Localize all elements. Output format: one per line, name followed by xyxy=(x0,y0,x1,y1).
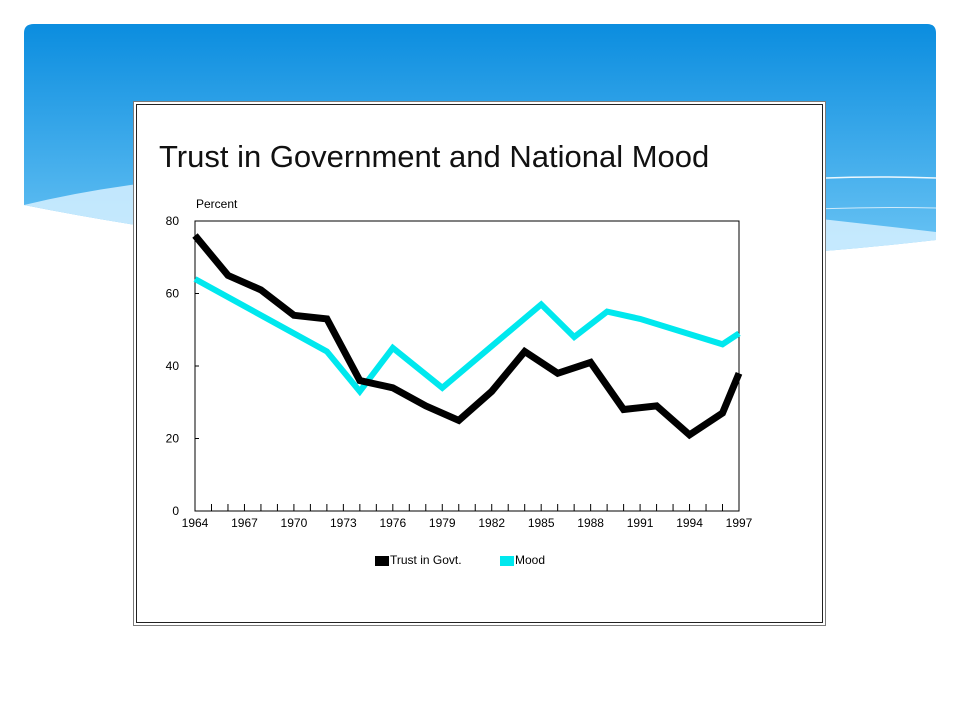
x-tick-label: 1985 xyxy=(528,516,555,530)
y-axis: 0 20 40 60 80 xyxy=(166,214,199,518)
series-line-mood xyxy=(193,276,741,397)
x-tick-label: 1973 xyxy=(330,516,357,530)
legend-swatch xyxy=(500,556,514,566)
x-tick-label: 1988 xyxy=(577,516,604,530)
x-tick-label: 1982 xyxy=(478,516,505,530)
x-tick-label: 1994 xyxy=(676,516,703,530)
y-tick-label: 40 xyxy=(166,359,180,373)
legend-swatch xyxy=(375,556,389,566)
x-tick-label: 1964 xyxy=(182,516,209,530)
series-lines xyxy=(192,233,743,440)
y-tick-label: 60 xyxy=(166,287,180,301)
x-tick-label: 1967 xyxy=(231,516,258,530)
legend-label: Trust in Govt. xyxy=(390,553,462,567)
y-tick-label: 20 xyxy=(166,432,180,446)
legend-label: Mood xyxy=(515,553,545,567)
y-axis-label: Percent xyxy=(196,197,238,211)
x-tick-label: 1979 xyxy=(429,516,456,530)
chart-frame: Trust in Government and National Mood Pe… xyxy=(133,101,826,626)
x-tick-label: 1997 xyxy=(726,516,753,530)
x-tick-label: 1970 xyxy=(281,516,308,530)
chart-svg: Trust in Government and National Mood Pe… xyxy=(159,139,753,567)
y-tick-label: 0 xyxy=(172,504,179,518)
x-tick-label: 1976 xyxy=(379,516,406,530)
series-line-trust xyxy=(192,233,743,440)
chart-title: Trust in Government and National Mood xyxy=(159,139,709,174)
x-axis: 1964 1967 1970 1973 1976 1979 1982 1985 1988 1991… xyxy=(182,504,753,530)
x-tick-label: 1991 xyxy=(627,516,654,530)
y-tick-label: 80 xyxy=(166,214,180,228)
legend: Trust in Govt. Mood xyxy=(375,553,545,567)
